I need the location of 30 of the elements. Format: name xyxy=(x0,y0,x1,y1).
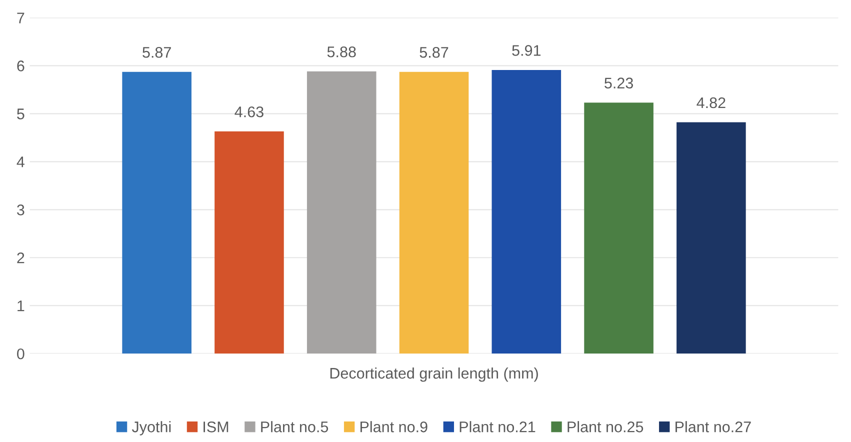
bar xyxy=(214,131,284,354)
data-label: 5.91 xyxy=(512,45,541,56)
bar xyxy=(492,70,562,354)
y-tick-label: 0 xyxy=(17,348,24,360)
data-label: 5.88 xyxy=(327,46,356,58)
data-label: 5.23 xyxy=(604,78,633,88)
y-tick-label: 4 xyxy=(16,156,24,168)
bar xyxy=(584,102,654,354)
data-label: 4.82 xyxy=(696,97,726,108)
x-tick-label: Decorticated grain length (mm) xyxy=(330,367,538,382)
y-tick-label: 1 xyxy=(18,300,24,312)
legend-label: Plant no.5 xyxy=(261,421,328,432)
data-label: 4.63 xyxy=(234,106,264,118)
legend-label: Jyothi xyxy=(132,421,171,436)
y-tick-label: 5 xyxy=(17,108,24,120)
data-label: 5.87 xyxy=(420,46,448,58)
bar xyxy=(122,72,192,354)
y-tick-label: 3 xyxy=(17,204,24,216)
legend-label: Plant no.27 xyxy=(676,421,751,432)
legend-label: ISM xyxy=(204,422,228,432)
y-tick-label: 6 xyxy=(17,60,24,72)
legend-label: Plant no.25 xyxy=(568,421,644,432)
bar xyxy=(399,72,469,354)
legend-label: Plant no.21 xyxy=(460,421,536,432)
legend-label: Plant no.9 xyxy=(360,421,428,432)
y-tick-label: 7 xyxy=(17,12,24,24)
bar xyxy=(306,71,376,354)
data-label: 5.87 xyxy=(142,46,171,58)
bar xyxy=(676,122,746,354)
y-tick-label: 2 xyxy=(17,252,24,264)
